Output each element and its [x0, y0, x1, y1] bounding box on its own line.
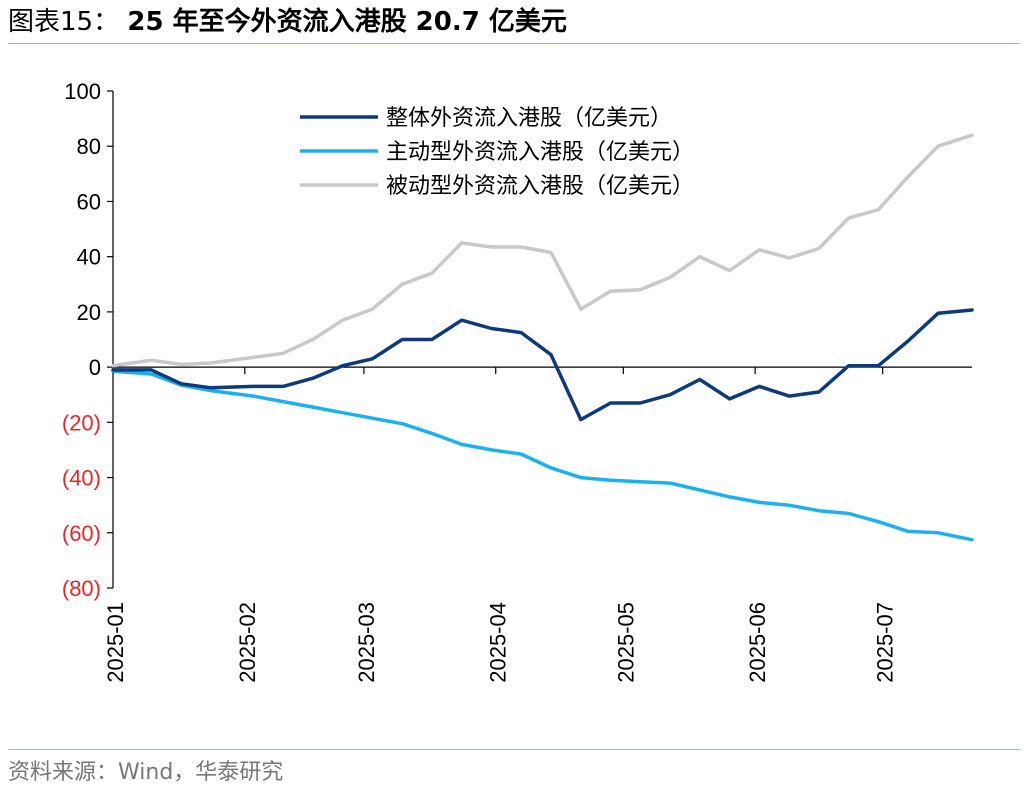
x-tick-label: 2025-04	[486, 602, 511, 683]
legend-label: 被动型外资流入港股（亿美元）	[386, 174, 694, 199]
x-tick-label: 2025-05	[613, 602, 638, 683]
title-divider	[8, 43, 1020, 44]
chart-title: 图表15： 25 年至今外资流入港股 20.7 亿美元	[8, 4, 567, 40]
legend-label: 整体外资流入港股（亿美元）	[386, 106, 672, 131]
series-line-1	[111, 308, 974, 422]
x-tick-label: 2025-07	[873, 602, 898, 683]
footer-divider	[8, 749, 1020, 750]
y-tick-label: 20	[77, 300, 101, 325]
y-tick-label: 100	[64, 79, 101, 104]
figure-label: 图表15：	[8, 7, 120, 37]
y-tick-label: 40	[77, 245, 101, 270]
series-line-3	[111, 133, 974, 368]
series-lines	[111, 133, 974, 542]
y-tick-label: (20)	[62, 410, 101, 435]
x-tick-label: 2025-03	[354, 602, 379, 683]
y-tick-label: 60	[77, 189, 101, 214]
x-tick-label: 2025-06	[745, 602, 770, 683]
x-axis-tick-labels: 2025-01 2025-02 2025-03 2025-04 2025-05 2025-…	[103, 602, 898, 683]
axes	[107, 90, 972, 589]
x-tick-label: 2025-01	[103, 602, 128, 683]
y-tick-label: (40)	[62, 466, 101, 491]
figure-title-text: 25 年至今外资流入港股 20.7 亿美元	[127, 7, 567, 37]
y-axis-tick-labels: 100 80 60 40 20 0 (20) (40) (60) (80)	[62, 79, 101, 601]
y-tick-label: (60)	[62, 521, 101, 546]
legend: 整体外资流入港股（亿美元） 主动型外资流入港股（亿美元） 被动型外资流入港股（亿美元…	[300, 106, 694, 199]
source-note: 资料来源：Wind，华泰研究	[8, 760, 284, 785]
y-tick-label: 80	[77, 134, 101, 159]
series-line-2	[111, 369, 974, 542]
legend-label: 主动型外资流入港股（亿美元）	[386, 140, 694, 165]
x-tick-label: 2025-02	[235, 602, 260, 683]
y-tick-label: (80)	[62, 576, 101, 601]
y-tick-label: 0	[89, 355, 101, 380]
